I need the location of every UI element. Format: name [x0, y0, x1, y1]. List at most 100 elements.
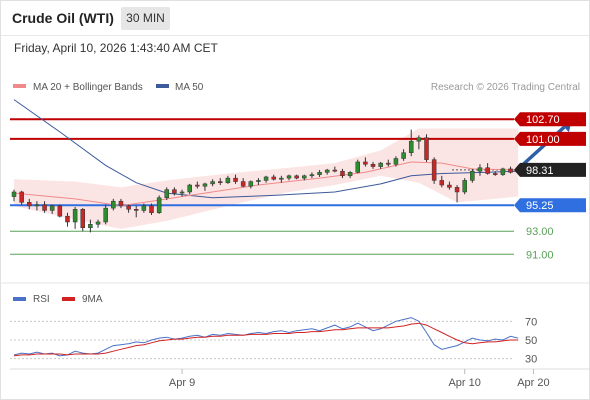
candle-body [477, 167, 483, 172]
candle-body [271, 176, 276, 180]
rsi-legend: RSI 9MA [13, 294, 103, 305]
rsi-line [13, 317, 519, 357]
candle-body [195, 184, 200, 187]
candle-body [408, 140, 414, 153]
candle-body [65, 215, 70, 223]
candle-body [80, 209, 85, 228]
candle-body [431, 159, 437, 181]
x-tick-label: Apr 10 [448, 377, 480, 389]
candle-body [218, 181, 223, 183]
candle-body [332, 169, 338, 172]
candle-body [462, 180, 467, 193]
candle-body [210, 181, 215, 185]
level-tag [514, 198, 586, 213]
candle-body [263, 176, 269, 181]
candle-body [439, 180, 445, 186]
rsi-legend-swatch [13, 297, 26, 301]
candle-body [378, 162, 383, 167]
candle-body [256, 180, 261, 182]
candle-body [95, 221, 101, 225]
candle-body [118, 200, 124, 207]
candle-body [393, 158, 399, 165]
candle-body [49, 205, 55, 211]
timeframe-badge[interactable]: 30 MIN [121, 7, 170, 30]
candle-body [34, 204, 40, 207]
level-label: 102.70 [526, 114, 560, 126]
level-tag [514, 131, 586, 146]
candle-body [233, 177, 238, 182]
rsi-ma-legend-label: 9MA [82, 294, 103, 305]
candle-body [470, 170, 475, 181]
candle-body [149, 205, 154, 213]
rsi-tick-label: 50 [525, 335, 537, 347]
candle-body [72, 209, 78, 223]
level-label: 101.00 [526, 134, 560, 146]
ma20-legend-swatch [13, 84, 26, 88]
candle-body [294, 175, 299, 179]
header-divider [0, 35, 590, 36]
candle-body [240, 181, 246, 187]
candle-body [179, 191, 185, 194]
candle-body [141, 205, 147, 211]
ma50-legend-swatch [156, 84, 169, 88]
x-tick-label: Apr 9 [169, 377, 195, 389]
candle-body [347, 172, 353, 177]
x-tick-label: Apr 20 [517, 377, 549, 389]
candle-body [88, 224, 93, 228]
level-tag [514, 112, 586, 127]
candle-body [401, 152, 406, 159]
candle-body [340, 170, 345, 177]
candle-body [172, 189, 177, 194]
chart-header: Crude Oil (WTI) 30 MIN [0, 0, 590, 38]
ma50-legend-label: MA 50 [175, 82, 204, 93]
rsi-tick-label: 70 [525, 316, 537, 328]
candle-body [286, 175, 292, 179]
candle-body [485, 167, 490, 174]
candle-body [248, 181, 254, 187]
level-label: 93.00 [526, 226, 554, 238]
candle-body [386, 162, 391, 165]
candle-body [370, 164, 376, 167]
candle-body [27, 202, 32, 207]
instrument-title: Crude Oil (WTI) [12, 10, 114, 26]
candle-body [363, 161, 368, 165]
candle-body [500, 168, 506, 175]
rsi-panel: 30 50 70 [10, 316, 537, 366]
candle-body [493, 173, 498, 175]
candle-body [126, 205, 131, 210]
rsi-tick-label: 30 [525, 354, 537, 366]
chart-datetime: Friday, April 10, 2026 1:43:40 AM CET [14, 41, 218, 55]
level-tag [514, 162, 586, 177]
candle-body [164, 189, 170, 198]
candle-body [57, 205, 63, 217]
candle-body [302, 175, 307, 179]
ma20-legend-label: MA 20 + Bollinger Bands [33, 82, 143, 93]
candle-body [133, 209, 139, 211]
candle-body [324, 169, 330, 173]
rsi-ma-line [13, 322, 519, 357]
candle-body [202, 183, 208, 187]
rsi-ma-legend-swatch [62, 297, 75, 301]
level-labels: 102.70 101.00 98.31 95.25 93.00 91.00 [514, 112, 586, 261]
level-label: 98.31 [526, 165, 554, 177]
candle-body [187, 184, 192, 193]
level-label: 91.00 [526, 249, 554, 261]
candle-body [424, 137, 429, 160]
candle-body [309, 174, 315, 177]
rsi-legend-label: RSI [33, 294, 50, 305]
candle-body [355, 161, 360, 173]
candle-body [508, 168, 513, 173]
candle-body [454, 187, 460, 193]
candle-body [225, 177, 231, 183]
main-legend: MA 20 + Bollinger Bands MA 50 Research ©… [13, 82, 580, 93]
candle-body [279, 177, 284, 180]
credit-text: Research © 2026 Trading Central [431, 82, 580, 93]
candle-body [42, 204, 47, 211]
candle-body [11, 191, 17, 197]
candle-body [103, 207, 108, 223]
candle-body [111, 200, 116, 209]
candle-body [447, 184, 452, 188]
level-label: 95.25 [526, 200, 554, 212]
candle-body [317, 172, 322, 175]
